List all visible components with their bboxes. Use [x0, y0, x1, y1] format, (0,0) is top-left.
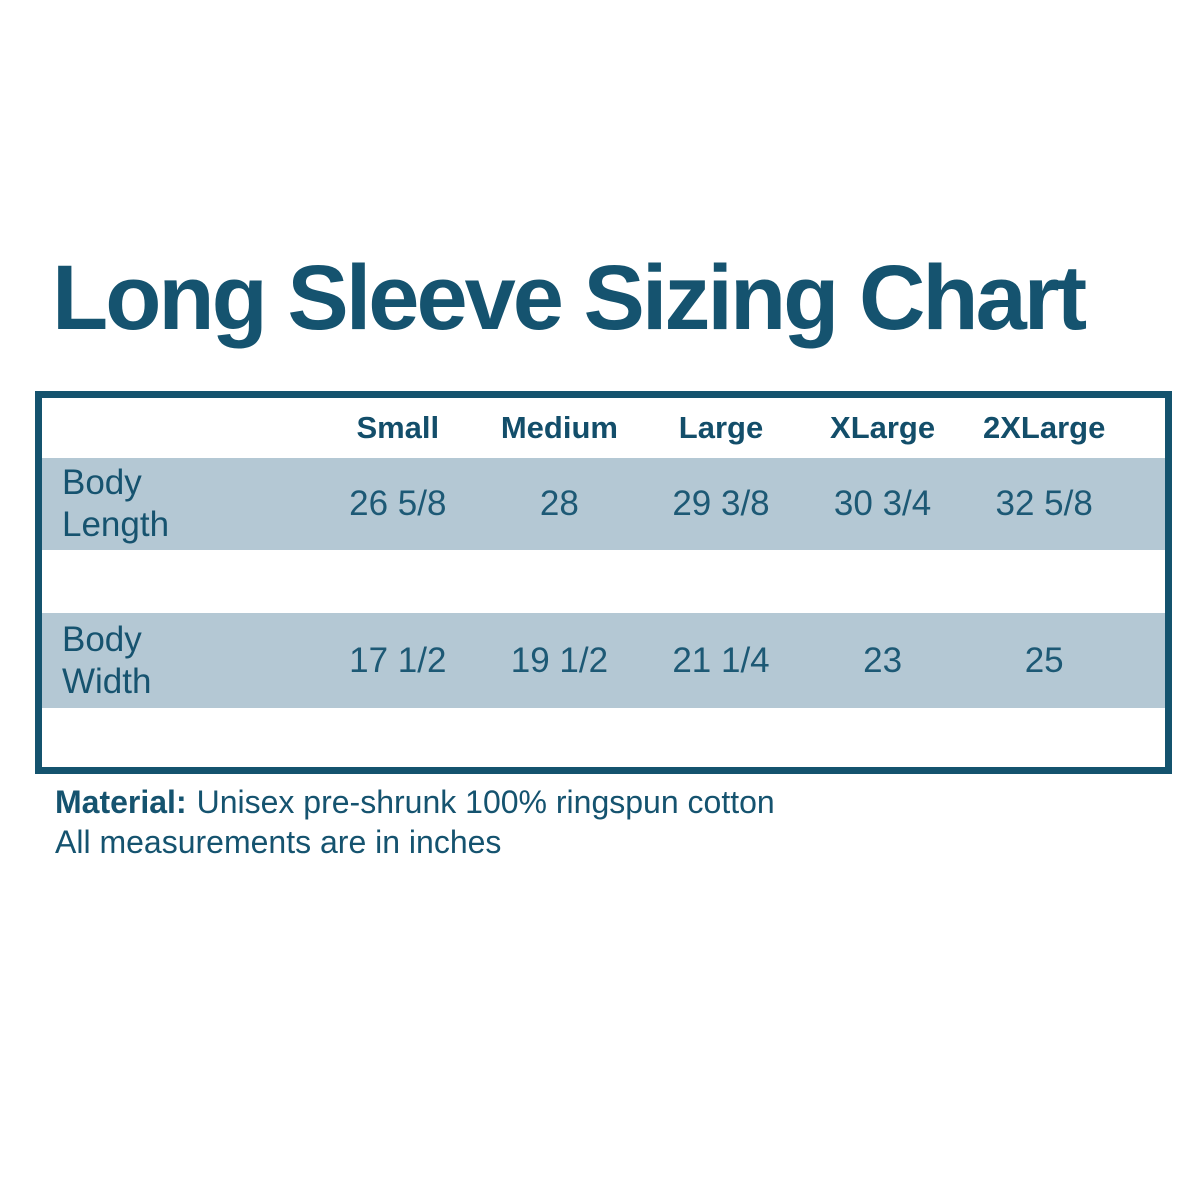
column-header-xlarge: XLarge: [830, 410, 936, 445]
row-label-body-length: Body Length: [62, 463, 170, 544]
body-length-medium: 28: [539, 484, 579, 523]
body-width-small: 17 1/2: [349, 640, 447, 680]
table-header-row: Small Medium Large XLarge 2XLarge: [42, 398, 1165, 458]
spacer-row: [42, 550, 1165, 613]
column-header-2xlarge: 2XLarge: [983, 410, 1106, 445]
material-value: Unisex pre-shrunk 100% ringspun cotton: [196, 784, 775, 820]
body-width-large: 21 1/4: [672, 640, 770, 680]
body-width-xlarge: 23: [863, 640, 903, 680]
material-label: Material:: [55, 784, 187, 820]
body-width-medium: 19 1/2: [510, 640, 609, 680]
column-header-large: Large: [678, 410, 764, 445]
body-length-xlarge: 30 3/4: [833, 484, 932, 523]
row-label-body-width: Body Width: [62, 619, 152, 701]
spacer-row-bottom: [42, 708, 1165, 767]
column-header-medium: Medium: [500, 410, 618, 445]
column-header-small: Small: [356, 410, 440, 445]
material-note: Material: Unisex pre-shrunk 100% ringspun…: [55, 782, 775, 822]
body-length-2xlarge: 32 5/8: [995, 484, 1093, 523]
page-title: Long Sleeve Sizing Chart: [52, 247, 1087, 349]
body-width-2xlarge: 25: [1024, 640, 1064, 680]
table-row-body-width: Body Width 17 1/2 19 1/2 21 1/4 23 25: [42, 613, 1165, 708]
measurements-note: All measurements are in inches: [55, 824, 502, 860]
notes-block: Material: Unisex pre-shrunk 100% ringspun…: [55, 782, 775, 862]
sizing-table: Small Medium Large XLarge 2XLarge Body L…: [35, 391, 1172, 774]
body-length-small: 26 5/8: [349, 484, 447, 523]
body-length-large: 29 3/8: [672, 484, 770, 523]
table-row-body-length: Body Length 26 5/8 28 29 3/8 30 3/4 32 5…: [42, 458, 1165, 550]
